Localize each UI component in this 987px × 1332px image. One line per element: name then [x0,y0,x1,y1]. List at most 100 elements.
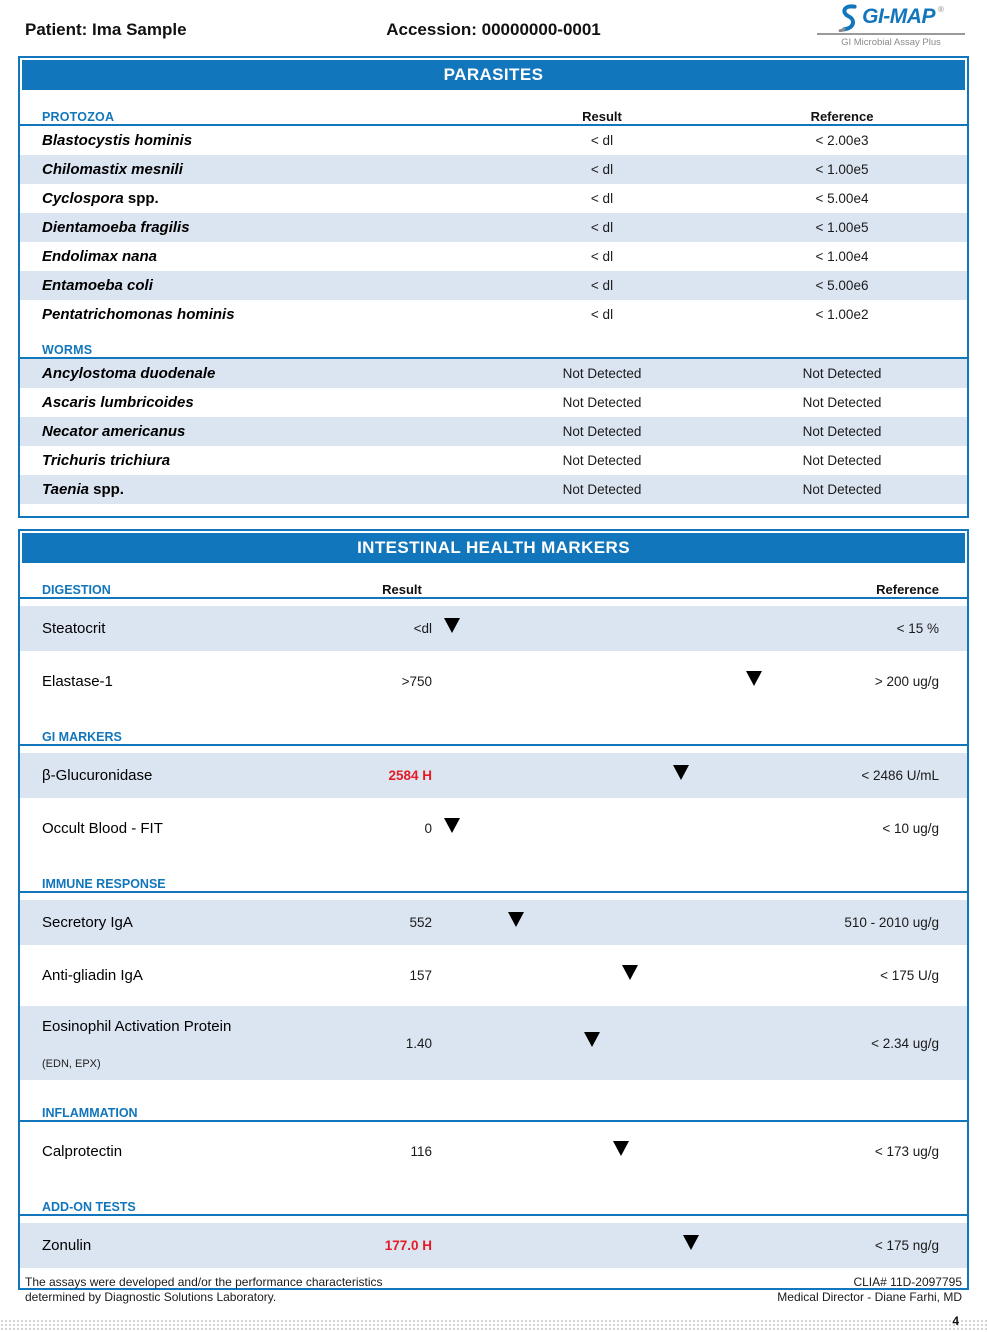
table-row: Calprotectin 116 < 173 ug/g [20,1129,967,1174]
disclaimer-line-2: determined by Diagnostic Solutions Labor… [25,1290,277,1305]
page-number: 4 [952,1314,959,1328]
group-label: WORMS [42,343,93,357]
patient-name: Patient: Ima Sample [25,20,187,39]
marker-section-header: DIGESTION Result Reference [20,577,967,599]
result-value: < dl [590,133,614,148]
reference-value: 510 - 2010 ug/g [844,915,939,930]
reference-value: < 1.00e5 [815,220,869,235]
reference-value: < 175 U/g [880,968,939,983]
reference-value: Not Detected [802,453,882,468]
reference-range-bar [446,670,764,692]
marker-rows: Steatocrit <dl < 15 % Elastase-1 >750 > … [20,606,967,704]
column-header-result: Result [382,582,422,597]
section-label: INFLAMMATION [42,1106,138,1120]
section-label: GI MARKERS [42,730,122,744]
table-row: Blastocystis hominis < dl < 2.00e3 [20,126,967,155]
disclaimer-line-1: The assays were developed and/or the per… [25,1274,383,1289]
assay-disclaimer: The assays were developed and/or the per… [25,1275,383,1306]
result-value: 116 [410,1144,432,1159]
reference-value: < 10 ug/g [882,821,939,836]
marker-name: Eosinophil Activation Protein (EDN, EPX) [20,1006,372,1080]
table-row: Chilomastix mesnili < dl < 1.00e5 [20,155,967,184]
reference-value: > 200 ug/g [874,674,939,689]
result-value: 157 [409,968,432,983]
table-row: Occult Blood - FIT 0 < 10 ug/g [20,806,967,851]
reference-value: < 2.34 ug/g [871,1035,939,1051]
table-row: Ascaris lumbricoides Not Detected Not De… [20,388,967,417]
reference-value: < 175 ng/g [874,1238,939,1253]
reference-value: < 1.00e4 [815,249,869,264]
intestinal-health-panel: INTESTINAL HEALTH MARKERS DIGESTION Resu… [18,529,969,1290]
reference-range-bar [446,911,764,933]
organism-name: Taenia spp. [42,481,124,498]
organism-name: Blastocystis hominis [42,132,193,149]
marker-name: β-Glucuronidase [42,767,153,784]
result-marker-icon [584,1032,601,1047]
reference-value: < 5.00e4 [815,191,869,206]
result-value: Not Detected [562,366,642,381]
marker-section: INFLAMMATION Calprotectin 116 < 173 ug/g [20,1100,967,1174]
marker-section: ADD-ON TESTS Zonulin 177.0 H < 175 ng/g [20,1194,967,1268]
table-row: Steatocrit <dl < 15 % [20,606,967,651]
result-marker-icon [746,670,763,686]
marker-section-header: INFLAMMATION [20,1100,967,1122]
group-label: PROTOZOA [42,110,115,124]
reference-value: < 5.00e6 [815,278,869,293]
marker-rows: Zonulin 177.0 H < 175 ng/g [20,1223,967,1268]
result-value: Not Detected [562,395,642,410]
result-value: < dl [590,220,614,235]
intestinal-panel-title: INTESTINAL HEALTH MARKERS [22,533,965,563]
organism-name: Ancylostoma duodenale [42,365,216,382]
marker-section-header: IMMUNE RESPONSE [20,871,967,893]
reference-value: Not Detected [802,366,882,381]
clia-number: CLIA# 11D-2097795 [853,1274,962,1289]
gimap-logo-text: GI-MAP [862,5,935,28]
table-row: Endolimax nana < dl < 1.00e4 [20,242,967,271]
result-value: Not Detected [562,482,642,497]
result-value: < dl [590,307,614,322]
reference-value: < 173 ug/g [874,1144,939,1159]
report-header: Patient: Ima Sample Accession: 00000000-… [0,0,987,56]
organism-name: Cyclospora spp. [42,190,159,207]
table-row: Anti-gliadin IgA 157 < 175 U/g [20,953,967,998]
lab-credentials: CLIA# 11D-2097795 Medical Director - Dia… [777,1275,962,1306]
reference-value: < 1.00e5 [815,162,869,177]
reference-range-bar [444,817,764,839]
organism-name: Entamoeba coli [42,277,153,294]
marker-name: Secretory IgA [42,914,133,931]
table-row: Eosinophil Activation Protein (EDN, EPX)… [20,1006,967,1080]
medical-director: Medical Director - Diane Farhi, MD [777,1290,962,1305]
table-row: Secretory IgA 552 510 - 2010 ug/g [20,900,967,945]
result-value: <dl [413,621,432,636]
table-row: Elastase-1 >750 > 200 ug/g [20,659,967,704]
table-row: Cyclospora spp. < dl < 5.00e4 [20,184,967,213]
parasites-panel: PARASITES PROTOZOA Result Reference Blas… [18,56,969,518]
parasite-rows: Blastocystis hominis < dl < 2.00e3 Chilo… [20,126,967,329]
marker-name: Calprotectin [42,1143,123,1160]
organism-name: Pentatrichomonas hominis [42,306,235,323]
intestinal-markers-table: DIGESTION Result Reference Steatocrit <d… [20,565,967,1288]
result-value: 0 [424,821,432,836]
table-row: Dientamoeba fragilis < dl < 1.00e5 [20,213,967,242]
organism-name: Necator americanus [42,423,186,440]
accession-number: Accession: 00000000-0001 [386,20,601,39]
result-value: < dl [590,249,614,264]
marker-name: Steatocrit [42,620,106,637]
section-label: ADD-ON TESTS [42,1200,136,1214]
organism-name: Trichuris trichiura [42,452,171,469]
organism-name: Endolimax nana [42,248,158,265]
marker-name: Zonulin [42,1237,92,1254]
marker-rows: Calprotectin 116 < 173 ug/g [20,1129,967,1174]
reference-range-bar [446,1140,764,1162]
result-marker-icon [444,817,461,833]
registered-mark-icon: ® [937,5,944,14]
parasite-group-header: PROTOZOA Result Reference [20,102,967,126]
organism-name: Ascaris lumbricoides [42,394,194,411]
table-row: Ancylostoma duodenale Not Detected Not D… [20,359,967,388]
marker-name: Elastase-1 [42,673,113,690]
table-row: Necator americanus Not Detected Not Dete… [20,417,967,446]
organism-name: Chilomastix mesnili [42,161,183,178]
reference-value: < 15 % [896,621,939,636]
marker-name: Anti-gliadin IgA [42,967,143,984]
table-row: β-Glucuronidase 2584 H < 2486 U/mL [20,753,967,798]
